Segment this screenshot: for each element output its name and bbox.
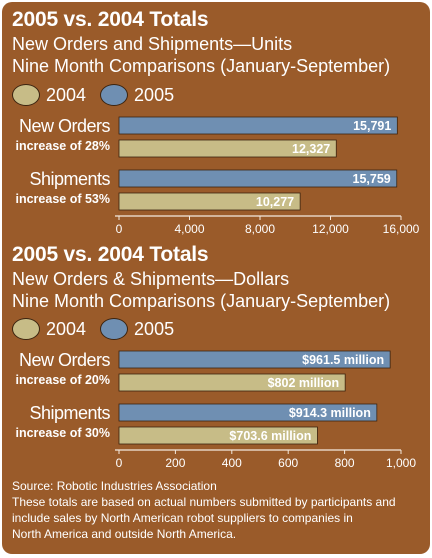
- bar-label-2004: $802 million: [268, 376, 340, 390]
- x-tick-label: 200: [165, 456, 185, 470]
- category-note: increase of 30%: [16, 426, 111, 440]
- x-tick-label: 0: [116, 456, 123, 470]
- bar-2004: [118, 192, 301, 211]
- bar-2004: [118, 373, 346, 392]
- category-note: increase of 53%: [16, 192, 111, 206]
- category-label: New Orders: [19, 350, 111, 370]
- legend-label-2005: 2005: [134, 84, 175, 105]
- footer-note-line3: North America and outside North America.: [12, 527, 237, 541]
- bar-2005: [118, 350, 391, 369]
- chart1-subtitle-line2: Nine Month Comparisons (January-Septembe…: [12, 56, 391, 76]
- x-tick-label: 12,000: [312, 222, 349, 236]
- x-tick-label: 800: [335, 456, 355, 470]
- x-tick-label: 600: [278, 456, 298, 470]
- bar-2005: [118, 116, 398, 135]
- category-label: New Orders: [19, 116, 111, 136]
- footer: Source: Robotic Industries Association T…: [12, 478, 396, 542]
- legend-label-2004: 2004: [46, 318, 87, 339]
- legend-swatch-2005: [100, 318, 129, 340]
- bar-label-2004: $703.6 million: [229, 429, 311, 443]
- bar-label-2004: 12,327: [292, 142, 330, 156]
- bar-2004: [118, 139, 337, 158]
- category-label: Shipments: [29, 403, 110, 423]
- chart2-plot: 0 200 400 600 800 1,000 New Orders increase of …: [16, 350, 417, 470]
- chart2-subtitle-line2: Nine Month Comparisons (January-Septembe…: [12, 291, 391, 311]
- legend-swatch-2004: [12, 318, 40, 340]
- legend-swatch-2004: [12, 84, 40, 106]
- category-label: Shipments: [29, 169, 110, 189]
- bar-2005: [118, 169, 398, 188]
- footer-note-line1: These totals are based on actual numbers…: [12, 495, 396, 509]
- x-tick-label: 400: [222, 456, 242, 470]
- legend-label-2004: 2004: [46, 84, 87, 105]
- category-note: increase of 20%: [16, 373, 111, 387]
- x-tick-label: 16,000: [383, 222, 420, 236]
- chart2-legend: 2004 2005: [12, 316, 188, 342]
- bar-2005: [118, 403, 378, 422]
- bar-label-2005: $961.5 million: [302, 353, 384, 367]
- bar-2004: [118, 426, 318, 445]
- chart1-title: 2005 vs. 2004 Totals: [12, 8, 209, 31]
- legend-swatch-2005: [100, 84, 129, 106]
- x-tick-label: 0: [116, 222, 123, 236]
- source-text: Source: Robotic Industries Association: [12, 479, 217, 493]
- chart1-plot: 0 4,000 8,000 12,000 16,000 New Orders increas…: [16, 116, 420, 236]
- chart1-subtitle-line1: New Orders and Shipments—Units: [12, 34, 293, 54]
- chart2-subtitle-line1: New Orders & Shipments—Dollars: [12, 269, 290, 289]
- bar-label-2005: 15,791: [353, 119, 391, 133]
- bar-label-2005: 15,759: [353, 172, 391, 186]
- chart1-legend: 2004 2005: [12, 82, 188, 108]
- bar-label-2005: $914.3 million: [289, 406, 371, 420]
- x-tick-label: 4,000: [174, 222, 204, 236]
- x-tick-label: 1,000: [386, 456, 416, 470]
- x-tick-label: 8,000: [245, 222, 275, 236]
- legend-label-2005: 2005: [134, 318, 175, 339]
- bar-label-2004: 10,277: [256, 195, 294, 209]
- footer-note-line2: include sales by North American robot su…: [12, 511, 353, 525]
- category-note: increase of 28%: [16, 139, 111, 153]
- chart2-title: 2005 vs. 2004 Totals: [12, 243, 209, 266]
